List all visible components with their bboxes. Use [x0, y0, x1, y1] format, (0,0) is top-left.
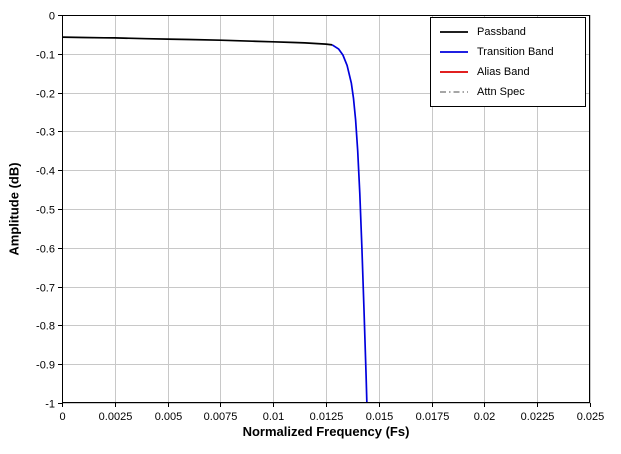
- legend-item-transition-band: Transition Band: [439, 42, 577, 62]
- plot-border: [62, 15, 590, 403]
- x-tick-label: 0: [59, 411, 65, 423]
- series-passband: [62, 36, 333, 46]
- y-tick-label: -0.6: [36, 244, 55, 256]
- x-axis-title: Normalized Frequency (Fs): [242, 424, 410, 439]
- legend: Passband Transition Band Alias Band Attn Sp…: [430, 17, 586, 107]
- x-tick-label: 0.0125: [310, 411, 344, 423]
- x-tick-label: 0.005: [155, 411, 183, 423]
- legend-item-attn-spec: Attn Spec: [439, 82, 577, 102]
- tick-labels: 0 0.0025 0.005 0.0075 0.01 0.0125 0.015 0.0175 0…: [36, 11, 604, 424]
- x-tick-label: 0.01: [263, 411, 284, 423]
- y-tick-label: 0: [49, 11, 55, 23]
- legend-line-sample: [440, 51, 468, 53]
- y-tick-label: -0.9: [36, 360, 55, 372]
- y-tick-label: -0.1: [36, 50, 55, 62]
- legend-label: Transition Band: [477, 46, 554, 58]
- legend-item-passband: Passband: [439, 22, 577, 42]
- x-tick-label: 0.0175: [416, 411, 450, 423]
- x-tick-label: 0.015: [366, 411, 394, 423]
- legend-item-alias-band: Alias Band: [439, 62, 577, 82]
- y-tick-label: -0.8: [36, 321, 55, 333]
- x-tick-label: 0.0075: [204, 411, 238, 423]
- legend-label: Alias Band: [477, 66, 530, 78]
- y-axis-title: Amplitude (dB): [6, 162, 22, 256]
- y-tick-label: -0.4: [36, 166, 55, 178]
- legend-label: Attn Spec: [477, 86, 525, 98]
- series-transition-band: [331, 44, 368, 403]
- x-tick-label: 0.025: [577, 411, 605, 423]
- y-tick-label: -0.2: [36, 89, 55, 101]
- y-tick-label: -0.7: [36, 283, 55, 295]
- y-tick-label: -0.5: [36, 205, 55, 217]
- x-tick-label: 0.0025: [99, 411, 133, 423]
- x-tick-label: 0.02: [474, 411, 495, 423]
- legend-label: Passband: [477, 26, 526, 38]
- legend-line-sample: [440, 91, 468, 93]
- legend-line-sample: [440, 71, 468, 73]
- y-tick-label: -0.3: [36, 127, 55, 139]
- y-tick-label: -1: [45, 399, 55, 411]
- legend-line-sample: [440, 31, 468, 33]
- x-tick-label: 0.0225: [521, 411, 555, 423]
